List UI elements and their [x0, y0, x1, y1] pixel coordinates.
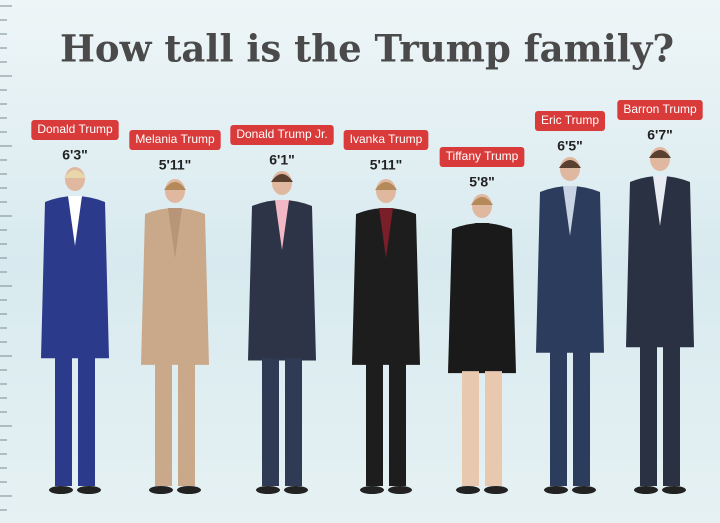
person-height: 6'1" [269, 152, 295, 168]
person-height: 5'11" [159, 157, 192, 173]
person-body [352, 208, 420, 365]
person-body [248, 200, 316, 361]
person-shoe [256, 486, 280, 494]
name-badge [439, 147, 525, 167]
person-shoe [360, 486, 384, 494]
person: Melania Trump 5'11" [129, 130, 221, 494]
person-height: 6'5" [557, 138, 583, 154]
person: Barron Trump 6'7" [617, 100, 703, 494]
person-leg [573, 350, 590, 486]
person-hair [649, 150, 671, 158]
person-leg [389, 362, 406, 486]
person-leg [285, 358, 302, 486]
person-shirt [563, 186, 577, 236]
name-badge [129, 130, 221, 150]
person-leg [663, 345, 680, 486]
person-shoe [49, 486, 73, 494]
person: Donald Trump Jr. 6'1" [230, 125, 334, 494]
ruler [0, 5, 12, 511]
person-name: Barron Trump [623, 102, 697, 116]
person-shoe [572, 486, 596, 494]
person-leg [366, 362, 383, 486]
person-leg [262, 358, 279, 486]
person-hair [471, 197, 493, 205]
person-shoe [634, 486, 658, 494]
person-shoe [284, 486, 308, 494]
person-shoe [77, 486, 101, 494]
person-hair [64, 170, 86, 178]
person-shirt [653, 176, 667, 226]
person: Tiffany Trump 5'8" [439, 147, 525, 494]
person-leg [178, 362, 195, 486]
person: Ivanka Trump 5'11" [343, 130, 429, 494]
person-hair [559, 160, 581, 168]
person-hair [271, 174, 293, 182]
person-name: Donald Trump Jr. [236, 127, 327, 141]
title: How tall is the Trump family? [60, 27, 674, 71]
person-name: Tiffany Trump [446, 149, 519, 163]
person-shoe [388, 486, 412, 494]
name-badge [230, 125, 334, 145]
person-height: 5'11" [370, 157, 403, 173]
person-body [141, 208, 209, 365]
person-leg [640, 345, 657, 486]
person-height: 6'7" [647, 127, 673, 143]
people: Donald Trump 6'3" Melania Trump 5'11" Donald… [31, 100, 703, 494]
person-body [626, 176, 694, 348]
person-body [536, 186, 604, 353]
person-leg [550, 350, 567, 486]
person-shoe [177, 486, 201, 494]
person-shoe [149, 486, 173, 494]
person-shoe [456, 486, 480, 494]
person-hair [164, 182, 186, 190]
person-shoe [662, 486, 686, 494]
person-shoe [484, 486, 508, 494]
name-badge [31, 120, 119, 140]
person: Eric Trump 6'5" [534, 111, 606, 494]
person-body [448, 223, 516, 374]
person-body [41, 196, 109, 359]
person-shirt [68, 196, 82, 246]
person-name: Ivanka Trump [350, 132, 423, 146]
person-name: Melania Trump [135, 132, 215, 146]
person-leg [78, 356, 95, 486]
person: Donald Trump 6'3" [31, 120, 119, 494]
name-badge [534, 111, 606, 131]
person-leg [485, 371, 502, 486]
person-shoe [544, 486, 568, 494]
person-shirt [275, 200, 289, 250]
person-name: Eric Trump [541, 113, 599, 127]
person-hair [375, 182, 397, 190]
person-leg [462, 371, 479, 486]
name-badge [343, 130, 429, 150]
person-name: Donald Trump [37, 122, 113, 136]
person-height: 5'8" [469, 174, 495, 190]
person-shirt [475, 223, 489, 273]
person-leg [155, 362, 172, 486]
name-badge [617, 100, 703, 120]
person-leg [55, 356, 72, 486]
person-shirt [168, 208, 182, 258]
person-shirt [379, 208, 393, 258]
person-height: 6'3" [62, 147, 88, 163]
